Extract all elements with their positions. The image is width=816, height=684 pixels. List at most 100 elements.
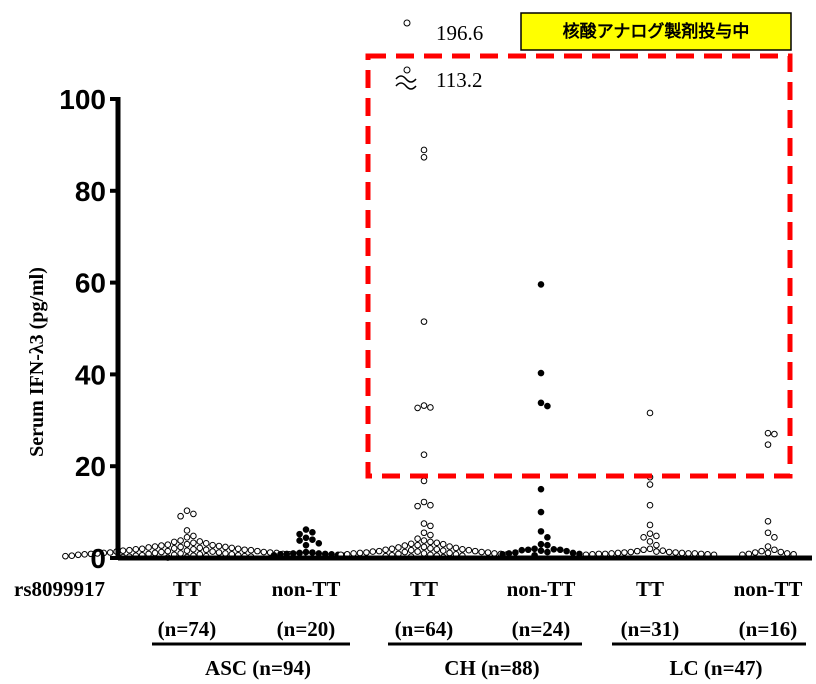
x-axis-labels: rs8099917 TT (n=74) non-TT (n=20) TT (n=64) non… [14, 577, 806, 680]
data-point [414, 535, 421, 543]
data-point [471, 547, 479, 555]
data-point [764, 549, 772, 557]
data-point [222, 543, 229, 551]
data-point [151, 549, 159, 557]
group-n-label: (n=20) [277, 617, 336, 641]
data-point [202, 540, 210, 547]
data-point [459, 545, 466, 553]
group-genotype-label: TT [410, 577, 438, 601]
data-point [228, 544, 236, 552]
data-point [177, 537, 184, 544]
data-point [74, 551, 82, 559]
y-axis: 0 20 40 60 80 100 [59, 84, 812, 574]
data-point [177, 543, 184, 551]
data-point [439, 540, 447, 548]
data-point [537, 547, 545, 554]
data-point [62, 552, 69, 560]
data-point [446, 543, 453, 550]
data-point [518, 546, 526, 554]
data-point [665, 548, 673, 556]
data-point [247, 546, 255, 554]
y-tick-label: 80 [75, 176, 106, 207]
data-point [646, 530, 654, 537]
data-point [653, 548, 660, 555]
data-point [569, 549, 577, 557]
data-point [537, 528, 545, 535]
data-point [465, 546, 473, 554]
data-point [309, 549, 316, 556]
data-point [215, 542, 223, 550]
group-genotype-label: non-TT [272, 577, 341, 601]
data-point [190, 545, 197, 553]
data-point [764, 429, 772, 437]
data-point [640, 546, 647, 554]
data-point [758, 547, 765, 555]
data-point [446, 549, 453, 557]
data-point [427, 522, 434, 530]
y-tick-label: 40 [75, 359, 106, 390]
data-point [196, 544, 204, 552]
data-point [764, 517, 772, 525]
data-point [296, 549, 303, 557]
data-point [190, 539, 197, 547]
off-scale-value: 113.2 [436, 68, 482, 92]
data-point [685, 550, 692, 557]
data-point [771, 534, 778, 541]
data-point [653, 541, 660, 549]
data-points [62, 146, 797, 561]
data-point [420, 520, 428, 527]
data-point [478, 548, 485, 556]
category-label: LC (n=47) [669, 656, 762, 680]
off-scale-value: 196.6 [436, 21, 483, 45]
highlight-box [365, 53, 793, 479]
data-point [646, 409, 654, 417]
data-point [531, 545, 538, 553]
data-point [356, 549, 364, 557]
data-point [382, 546, 389, 554]
data-point [215, 549, 223, 556]
data-point [363, 549, 370, 556]
data-point [401, 548, 409, 556]
data-point [537, 485, 545, 493]
data-point [433, 545, 441, 553]
data-point [646, 481, 654, 488]
data-point [202, 546, 210, 554]
data-point [414, 404, 421, 412]
data-point [177, 550, 184, 557]
data-point [119, 547, 127, 554]
data-point [777, 548, 785, 556]
axis-break-icon [395, 75, 417, 90]
annotation-label: 核酸アナログ製剤投与中 [563, 21, 750, 42]
data-point [302, 526, 310, 533]
data-point [427, 545, 434, 552]
annotation-label-background [520, 12, 792, 51]
data-point [433, 539, 441, 547]
data-point [106, 549, 114, 556]
data-point [302, 541, 310, 549]
data-point [414, 541, 421, 549]
data-point [544, 541, 551, 549]
data-point [563, 547, 570, 555]
data-point [289, 550, 297, 557]
group-genotype-label: TT [636, 577, 664, 601]
data-point [420, 451, 428, 459]
data-point [177, 512, 184, 520]
data-point [420, 402, 428, 409]
data-point [544, 548, 551, 556]
data-point [764, 543, 772, 550]
data-point [764, 441, 772, 448]
group-genotype-label: TT [173, 577, 201, 601]
group-n-label: (n=31) [621, 617, 680, 641]
data-point [407, 540, 415, 548]
data-point [126, 546, 133, 554]
data-point [414, 502, 421, 510]
category-label: ASC (n=94) [205, 656, 311, 680]
data-point [158, 542, 165, 549]
data-point [158, 548, 165, 556]
data-point [544, 534, 551, 541]
data-point [646, 545, 654, 553]
data-point [190, 510, 197, 518]
off-scale-values: 196.6 113.2 [395, 19, 483, 92]
data-point [132, 545, 140, 553]
